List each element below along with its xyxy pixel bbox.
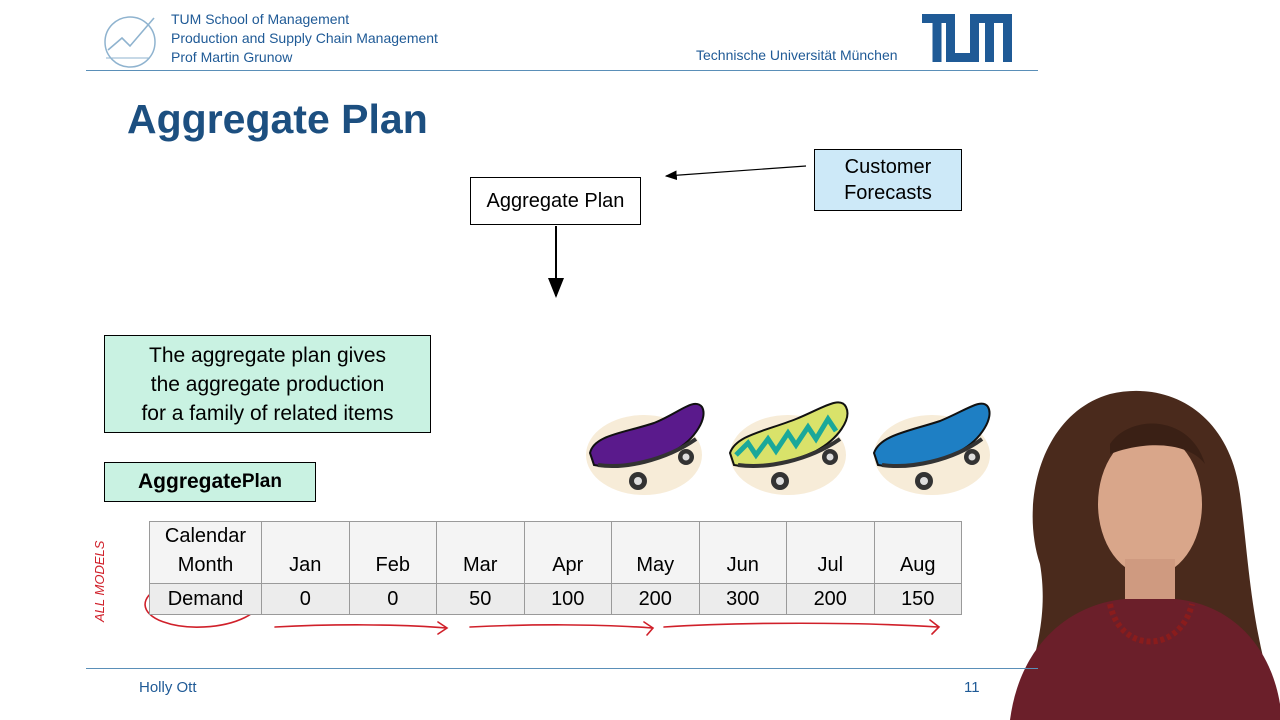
school-name: TUM School of Management bbox=[171, 11, 350, 27]
aggregate-plan-table: Calendar Month Jan Feb Mar Apr May Jun J… bbox=[149, 521, 962, 615]
label-main: Aggregate bbox=[138, 470, 242, 493]
forecast-arrow bbox=[664, 165, 807, 181]
tum-school-logo-icon bbox=[104, 16, 156, 68]
skateboard-purple-icon bbox=[586, 402, 705, 495]
skateboard-images bbox=[586, 401, 991, 495]
aggregate-plan-label: Aggregate Plan bbox=[104, 462, 316, 502]
tum-logo-icon bbox=[922, 14, 1012, 62]
header-cell: Mar bbox=[436, 521, 525, 584]
demand-cell: 200 bbox=[611, 583, 700, 615]
demand-cell: 200 bbox=[786, 583, 875, 615]
footer-divider bbox=[86, 668, 1038, 669]
all-models-handwriting: ALL MODELS bbox=[92, 540, 107, 623]
header-cell: Aug bbox=[873, 521, 962, 584]
chair-name: Production and Supply Chain Management bbox=[171, 30, 438, 46]
page-number: 11 bbox=[964, 679, 980, 696]
red-arrow-2 bbox=[469, 621, 655, 636]
customer-forecasts-line-2: Forecasts bbox=[844, 182, 932, 204]
description-line-2: the aggregate production bbox=[150, 372, 385, 396]
footer-author: Holly Ott bbox=[139, 679, 197, 696]
aggregate-plan-box: Aggregate Plan bbox=[470, 177, 641, 225]
header-calendar: Calendar bbox=[164, 525, 247, 547]
description-line-1: The aggregate plan gives bbox=[149, 343, 386, 367]
demand-label: Demand bbox=[149, 583, 262, 615]
header-calendar-month: Calendar Month bbox=[149, 521, 262, 584]
demand-cell: 150 bbox=[873, 583, 962, 615]
header-cell: Feb bbox=[348, 521, 437, 584]
school-info: TUM School of Management Production and … bbox=[171, 10, 438, 67]
demand-cell: 100 bbox=[523, 583, 612, 615]
customer-forecasts-box: Customer Forecasts bbox=[814, 149, 962, 211]
skateboard-blue-icon bbox=[872, 402, 991, 495]
description-box: The aggregate plan gives the aggregate p… bbox=[104, 335, 431, 433]
header-cell: Jan bbox=[261, 521, 350, 584]
professor-name: Prof Martin Grunow bbox=[171, 49, 293, 65]
table-row: Demand 0 0 50 100 200 300 200 150 bbox=[149, 583, 962, 615]
header-cell: May bbox=[611, 521, 700, 584]
header-cell: Jun bbox=[698, 521, 787, 584]
demand-cell: 50 bbox=[436, 583, 525, 615]
slide-title: Aggregate Plan bbox=[127, 96, 428, 142]
table-header-row: Calendar Month Jan Feb Mar Apr May Jun J… bbox=[149, 521, 962, 584]
university-name: Technische Universität München bbox=[696, 47, 898, 63]
presenter-video bbox=[1010, 390, 1280, 720]
header-cell: Jul bbox=[786, 521, 875, 584]
skateboard-zigzag-icon bbox=[728, 401, 849, 495]
red-arrow-3 bbox=[663, 619, 941, 635]
label-small: Plan bbox=[241, 471, 282, 492]
demand-cell: 0 bbox=[348, 583, 437, 615]
red-arrow-1 bbox=[274, 621, 449, 635]
header-month: Month bbox=[177, 554, 234, 576]
demand-cell: 300 bbox=[698, 583, 787, 615]
demand-cell: 0 bbox=[261, 583, 350, 615]
description-line-3: for a family of related items bbox=[141, 401, 394, 425]
all-models-text: ALL MODELS bbox=[92, 540, 107, 623]
customer-forecasts-line-1: Customer bbox=[844, 156, 932, 178]
header-cell: Apr bbox=[523, 521, 612, 584]
header-divider bbox=[86, 70, 1038, 71]
